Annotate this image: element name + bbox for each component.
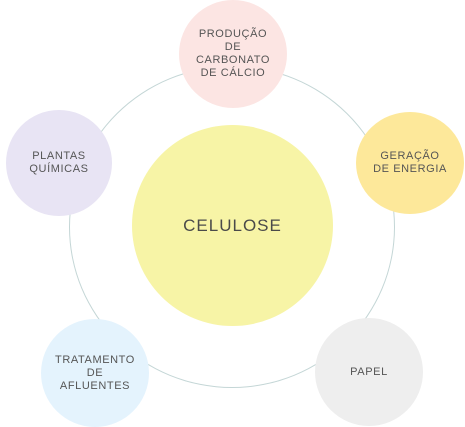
node-label: PLANTAS QUÍMICAS xyxy=(29,150,89,175)
node-label: PRODUÇÃO DE CARBONATO DE CÁLCIO xyxy=(195,28,271,79)
node-label: TRATAMENTO DE AFLUENTES xyxy=(55,353,135,392)
node-producao-carbonato-calcio: PRODUÇÃO DE CARBONATO DE CÁLCIO xyxy=(179,0,287,108)
node-papel: PAPEL xyxy=(315,318,423,426)
center-node-celulose: CELULOSE xyxy=(132,125,333,326)
node-tratamento-afluentes: TRATAMENTO DE AFLUENTES xyxy=(41,319,149,427)
node-plantas-quimicas: PLANTAS QUÍMICAS xyxy=(6,110,112,216)
node-label: PAPEL xyxy=(350,365,388,378)
node-geracao-energia: GERAÇÃO DE ENERGIA xyxy=(356,112,464,214)
center-node-label: CELULOSE xyxy=(183,215,282,235)
node-label: GERAÇÃO DE ENERGIA xyxy=(373,150,447,175)
